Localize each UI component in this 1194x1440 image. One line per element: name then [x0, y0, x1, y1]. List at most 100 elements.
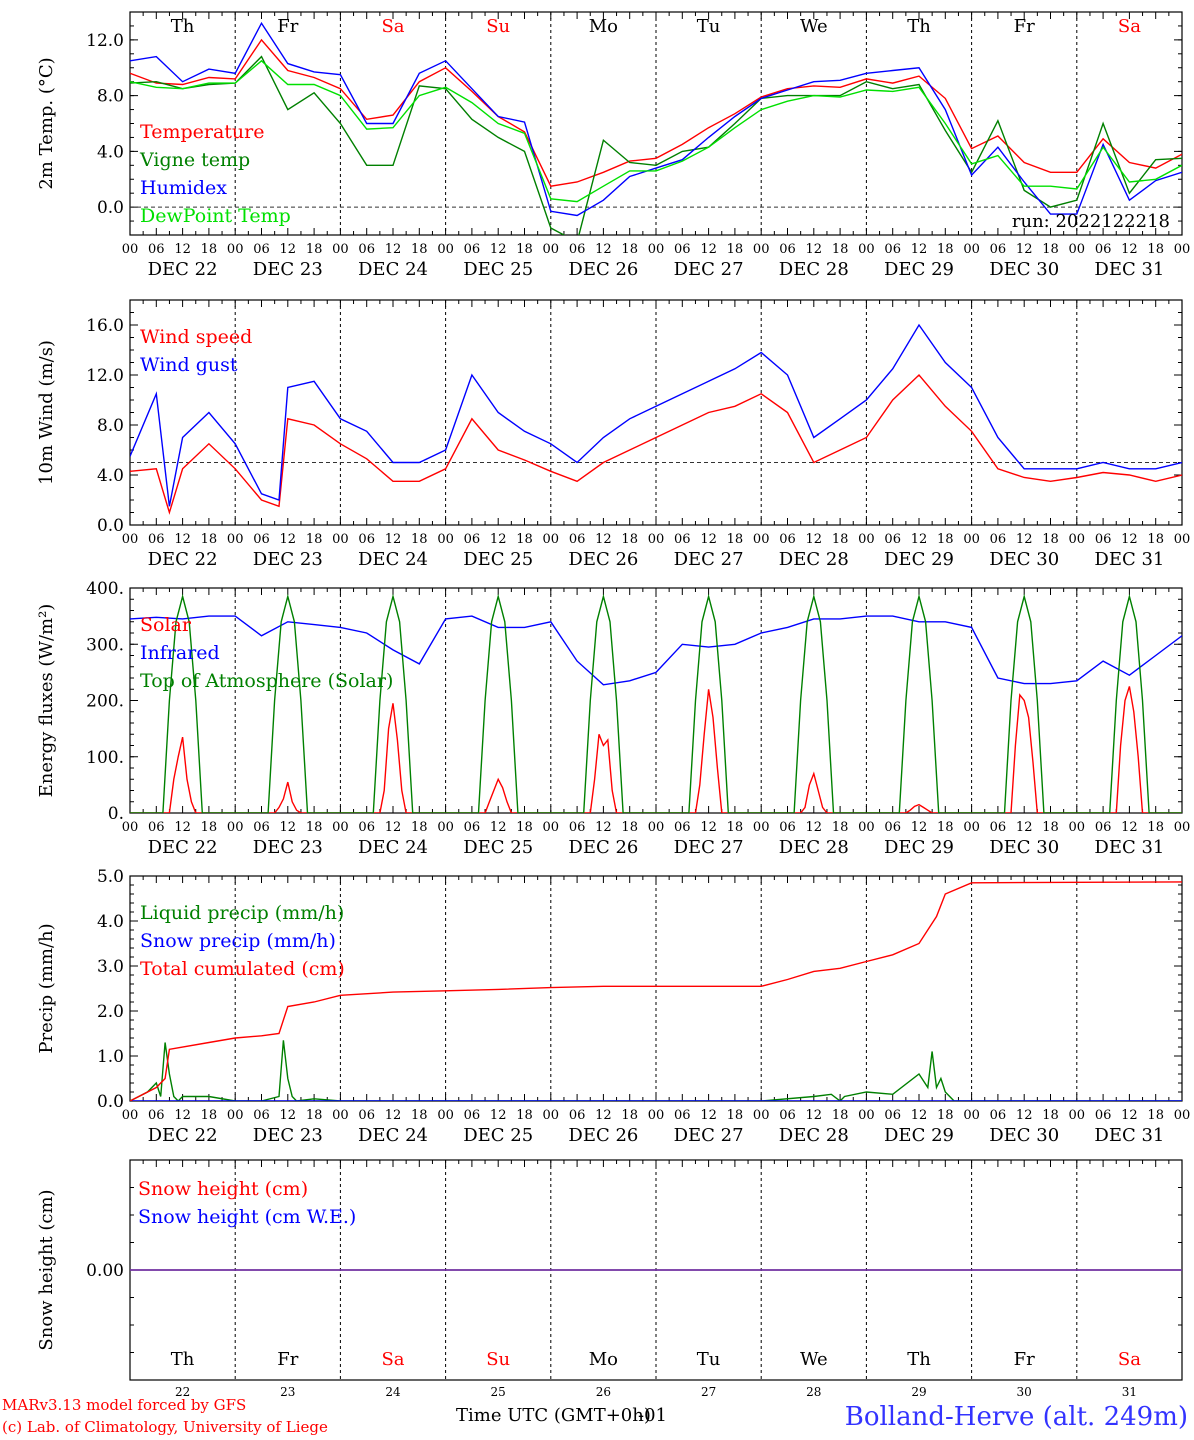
- date-label: DEC 23: [253, 549, 323, 570]
- hour-label: 06: [358, 820, 375, 835]
- hour-label: 18: [516, 1108, 533, 1123]
- date-label: DEC 22: [148, 1125, 218, 1146]
- hour-label: 18: [832, 1108, 849, 1123]
- hour-label: 18: [411, 532, 428, 547]
- hour-label: 18: [1147, 242, 1164, 257]
- hour-label: 06: [253, 532, 270, 547]
- y-tick-label: 5.0: [97, 867, 124, 887]
- series-line-liquid-precip-mm-h-: [130, 1040, 1182, 1101]
- weekday-label: Sa: [381, 16, 404, 37]
- y-axis-label: Precip (mm/h): [36, 923, 57, 1053]
- date-label: DEC 30: [989, 259, 1059, 280]
- hour-label: 00: [1069, 242, 1086, 257]
- hour-label: 00: [437, 1108, 454, 1123]
- hour-label: 06: [990, 820, 1007, 835]
- weekday-label: Th: [171, 16, 195, 37]
- hour-label: 00: [753, 820, 770, 835]
- hour-label: 06: [990, 1108, 1007, 1123]
- hour-label: 00: [122, 1108, 139, 1123]
- hour-label: 12: [1016, 532, 1033, 547]
- hour-label: 00: [1174, 820, 1191, 835]
- hour-label: 18: [516, 242, 533, 257]
- legend-entry: Infrared: [140, 642, 220, 664]
- hour-label: 18: [832, 532, 849, 547]
- hour-label: 00: [963, 820, 980, 835]
- hour-label: 06: [148, 242, 165, 257]
- y-tick-label: 100.: [86, 748, 124, 768]
- hour-label: 12: [174, 1108, 191, 1123]
- hour-label: 18: [306, 242, 323, 257]
- hour-label: 18: [1042, 532, 1059, 547]
- hour-label: 12: [911, 820, 928, 835]
- date-label: DEC 31: [1094, 259, 1164, 280]
- hour-label: 12: [385, 532, 402, 547]
- panel-1: 0.0 4.0 8.0 12.0 2m Temp. (°C) Temperature Vig…: [36, 11, 1190, 280]
- date-label: DEC 28: [779, 837, 849, 858]
- hour-label: 12: [806, 242, 823, 257]
- y-tick-label: 4.0: [97, 912, 124, 932]
- hour-label: 00: [1174, 1108, 1191, 1123]
- date-label: DEC 29: [884, 1125, 954, 1146]
- hour-label: 06: [569, 820, 586, 835]
- hour-label: 12: [700, 242, 717, 257]
- hour-label: 00: [543, 532, 560, 547]
- hour-label: 06: [569, 1108, 586, 1123]
- hour-label: 06: [253, 242, 270, 257]
- hour-label: 06: [1095, 1108, 1112, 1123]
- hour-label: 18: [1042, 242, 1059, 257]
- series-line-solar: [130, 686, 1182, 813]
- hour-label: 12: [911, 1108, 928, 1123]
- hour-label: 00: [753, 532, 770, 547]
- hour-label: 12: [595, 1108, 612, 1123]
- legend-entry: Total cumulated (cm): [140, 958, 345, 980]
- hour-label: 00: [648, 820, 665, 835]
- hour-label: 12: [806, 532, 823, 547]
- hour-label: 18: [621, 1108, 638, 1123]
- y-tick-label: 12.0: [86, 31, 124, 51]
- hour-label: 00: [1069, 1108, 1086, 1123]
- hour-label: 18: [1147, 532, 1164, 547]
- station-title: Bolland-Herve (alt. 249m): [844, 1402, 1188, 1432]
- hour-label: 12: [700, 532, 717, 547]
- y-tick-label: 8.0: [97, 416, 124, 436]
- hour-label: 00: [332, 820, 349, 835]
- y-tick-label: 400.: [86, 579, 124, 599]
- hour-label: 12: [911, 532, 928, 547]
- weekday-label: Mo: [589, 1349, 618, 1370]
- day-number-label: 22: [175, 1385, 190, 1399]
- date-label: DEC 27: [674, 1125, 744, 1146]
- y-tick-label: 12.0: [86, 366, 124, 386]
- date-label: DEC 29: [884, 837, 954, 858]
- date-label: DEC 25: [463, 259, 533, 280]
- hour-label: 18: [937, 242, 954, 257]
- y-axis-label: Energy fluxes (W/m²): [36, 604, 57, 798]
- hour-label: 12: [385, 820, 402, 835]
- legend-entry: Snow precip (mm/h): [140, 930, 336, 952]
- hour-label: 00: [437, 820, 454, 835]
- hour-label: 06: [1095, 242, 1112, 257]
- hour-label: 06: [674, 242, 691, 257]
- day-number-label: 27: [701, 1385, 716, 1399]
- y-tick-label: 0.0: [97, 1092, 124, 1112]
- hour-label: 12: [490, 820, 507, 835]
- y-tick-label: 0.0: [97, 198, 124, 218]
- hour-label: 12: [595, 820, 612, 835]
- panel-4: 0.0 1.0 2.0 3.0 4.0 5.0 Precip (mm/h) Liquid pr…: [36, 867, 1190, 1146]
- hour-label: 00: [122, 820, 139, 835]
- date-label: DEC 28: [779, 549, 849, 570]
- hour-label: 12: [280, 242, 297, 257]
- hour-label: 06: [884, 1108, 901, 1123]
- hour-label: 00: [648, 1108, 665, 1123]
- legend-entry: Liquid precip (mm/h): [140, 902, 344, 924]
- legend-entry: Solar: [140, 614, 192, 636]
- day-number-label: 24: [385, 1385, 401, 1399]
- day-number-label: 25: [491, 1385, 506, 1399]
- hour-label: 00: [963, 532, 980, 547]
- hour-label: 00: [648, 532, 665, 547]
- hour-label: 00: [122, 242, 139, 257]
- hour-label: 12: [1121, 820, 1138, 835]
- hour-label: 06: [884, 242, 901, 257]
- hour-label: 18: [411, 820, 428, 835]
- hour-label: 00: [753, 1108, 770, 1123]
- date-label: DEC 26: [568, 1125, 638, 1146]
